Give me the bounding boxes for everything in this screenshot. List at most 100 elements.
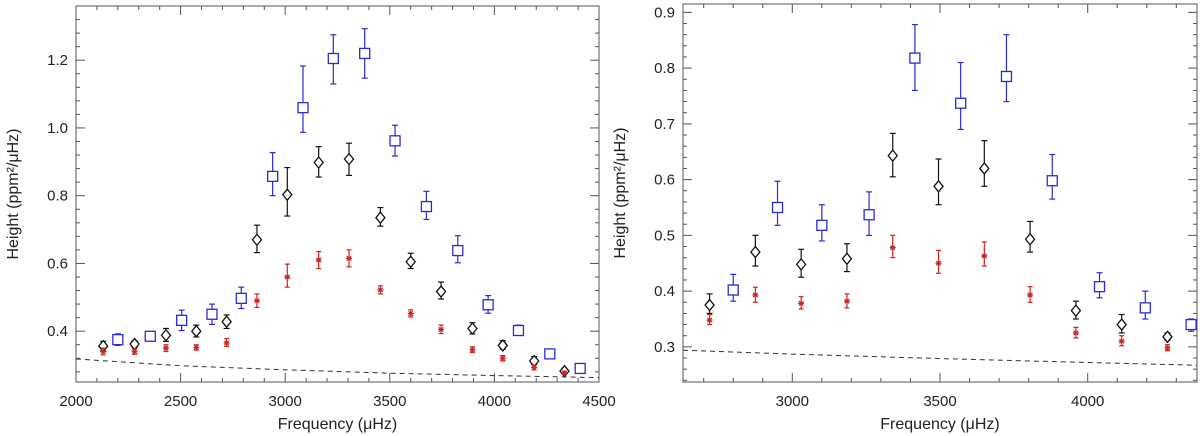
data-point-square	[452, 244, 464, 257]
data-point-square	[266, 170, 279, 183]
right-panel: 3000 3500 4000 0.3 0.4 0.5 0.6 0.7 0.8 0.9 Frequen…	[612, 3, 1198, 433]
data-point-diamond	[405, 255, 417, 269]
data-point-asterisk	[1118, 338, 1125, 344]
x-tick-label: 4000	[478, 393, 511, 410]
asterisk-stroke	[254, 298, 260, 304]
data-point-diamond	[251, 233, 263, 247]
asterisk-stroke	[798, 300, 804, 307]
series-crosses	[706, 234, 1171, 352]
data-point-asterisk	[889, 245, 896, 251]
y-tick-label: 1.0	[47, 120, 68, 137]
plot-frame	[75, 5, 600, 383]
y-axis-title: Height (ppm²/μHz)	[612, 127, 629, 258]
data-point-square	[359, 47, 371, 60]
asterisk-stroke	[438, 326, 444, 333]
data-point-diamond	[221, 315, 232, 329]
asterisk-stroke	[890, 245, 896, 251]
asterisk-stroke	[163, 345, 169, 351]
data-point-asterisk	[193, 344, 200, 351]
data-point-square	[297, 101, 309, 114]
data-point-diamond	[313, 155, 325, 170]
data-point-asterisk	[798, 300, 805, 307]
data-point-diamond	[978, 161, 990, 175]
data-point-square	[1093, 281, 1106, 293]
data-point-diamond	[1070, 304, 1082, 318]
x-tick-label: 3000	[269, 393, 302, 410]
data-point-square	[206, 308, 218, 320]
data-point-asterisk	[223, 340, 230, 346]
data-point-asterisk	[100, 348, 107, 355]
asterisk-stroke	[131, 348, 138, 355]
asterisk-stroke	[981, 253, 987, 259]
asterisk-stroke	[193, 344, 199, 351]
data-point-diamond	[467, 321, 478, 336]
asterisk-stroke	[531, 364, 537, 371]
asterisk-stroke	[844, 298, 850, 304]
x-tick-label: 4000	[1071, 393, 1104, 410]
asterisk-stroke	[100, 348, 106, 355]
data-point-square	[1185, 318, 1197, 331]
data-point-square	[727, 284, 739, 296]
asterisk-stroke	[377, 287, 384, 293]
asterisk-stroke	[284, 274, 290, 280]
data-point-square	[482, 299, 494, 311]
data-point-asterisk	[752, 292, 759, 298]
data-point-square	[574, 362, 586, 375]
data-point-asterisk	[1072, 330, 1079, 336]
data-point-asterisk	[1164, 345, 1171, 351]
series-crosses	[100, 249, 568, 376]
left-panel: 2000 2500 3000 3500 4000 4500 0.4 0.6 0.8 1.0 1.2 F…	[5, 5, 616, 433]
x-tick-label: 3500	[373, 393, 406, 410]
data-point-square	[955, 97, 967, 109]
y-axis-title: Height (ppm²/μHz)	[5, 128, 22, 259]
data-point-diamond	[281, 188, 293, 202]
data-point-square	[420, 200, 433, 213]
x-tick-label: 4500	[582, 393, 615, 410]
data-point-square	[771, 201, 784, 214]
asterisk-stroke	[408, 310, 414, 317]
x-tick-label: 3500	[923, 393, 956, 410]
y-tick-label: 0.4	[47, 323, 68, 340]
y-tick-label: 0.5	[654, 227, 675, 244]
series-squares	[112, 28, 586, 375]
asterisk-stroke	[346, 255, 352, 261]
series-squares	[727, 24, 1197, 332]
data-point-diamond	[1162, 330, 1173, 344]
data-point-square	[144, 330, 156, 342]
asterisk-stroke	[223, 340, 230, 346]
y-tick-label: 0.8	[654, 60, 675, 77]
data-point-square	[909, 52, 921, 64]
data-point-square	[327, 52, 339, 65]
y-tick-label: 0.6	[47, 255, 68, 272]
data-point-diamond	[1024, 232, 1036, 246]
data-point-diamond	[841, 252, 853, 266]
asterisk-stroke	[561, 370, 568, 376]
data-point-asterisk	[162, 345, 169, 351]
data-point-asterisk	[499, 355, 506, 361]
data-point-diamond	[497, 338, 509, 352]
y-tick-label: 1.2	[47, 52, 68, 69]
background-fit-line	[75, 358, 600, 379]
data-point-asterisk	[346, 255, 353, 261]
x-tick-label: 2000	[59, 393, 92, 410]
asterisk-stroke	[1027, 292, 1033, 298]
data-point-diamond	[704, 298, 715, 312]
data-point-square	[544, 348, 556, 360]
data-point-square	[1000, 70, 1013, 83]
data-point-diamond	[887, 149, 899, 163]
x-tick-label: 2500	[164, 393, 197, 410]
data-point-asterisk	[981, 253, 988, 259]
asterisk-stroke	[469, 347, 476, 353]
asterisk-stroke	[706, 317, 713, 323]
x-axis-title: Frequency (μHz)	[880, 416, 999, 433]
data-point-asterisk	[1027, 292, 1034, 298]
data-point-square	[389, 135, 401, 147]
y-tick-label: 0.8	[47, 188, 68, 205]
data-point-asterisk	[407, 310, 414, 317]
data-point-square	[1046, 175, 1058, 187]
data-point-diamond	[750, 245, 761, 259]
data-point-square	[235, 292, 247, 304]
data-point-asterisk	[377, 287, 384, 293]
data-point-asterisk	[469, 347, 476, 353]
